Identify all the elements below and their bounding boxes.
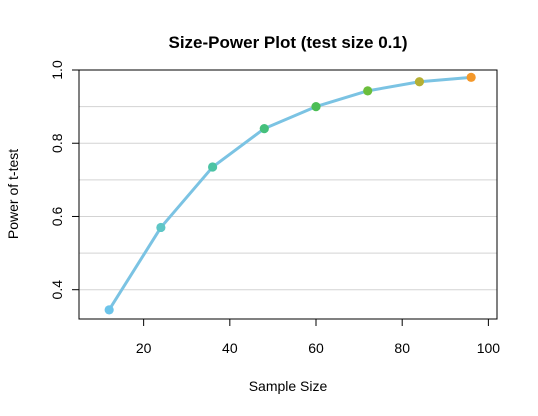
y-tick-label: 1.0 xyxy=(49,60,65,80)
point-layer xyxy=(104,72,476,315)
x-axis: 20 40 60 80 100 xyxy=(136,318,501,356)
y-tick-label: 0.6 xyxy=(49,207,65,227)
x-tick-label: 80 xyxy=(394,340,410,356)
chart-title: Size-Power Plot (test size 0.1) xyxy=(168,33,407,52)
data-point xyxy=(156,222,166,233)
x-axis-label: Sample Size xyxy=(249,378,328,394)
y-tick-label: 0.8 xyxy=(49,133,65,153)
x-tick-label: 60 xyxy=(308,340,324,356)
y-axis-label: Power of t-test xyxy=(5,149,21,239)
series-line xyxy=(107,75,473,312)
data-point xyxy=(311,102,321,112)
x-tick-label: 100 xyxy=(477,340,501,356)
data-point xyxy=(207,162,218,172)
y-axis: 0.4 0.6 0.8 1.0 xyxy=(49,60,80,300)
data-point xyxy=(466,72,476,82)
plot-frame xyxy=(78,69,498,320)
x-tick-label: 40 xyxy=(222,340,238,356)
data-point xyxy=(259,123,269,134)
data-point xyxy=(104,305,114,315)
line-layer xyxy=(107,75,473,312)
data-point xyxy=(363,86,373,96)
x-tick-label: 20 xyxy=(136,340,152,356)
y-tick-label: 0.4 xyxy=(49,280,65,300)
data-point xyxy=(414,77,425,87)
